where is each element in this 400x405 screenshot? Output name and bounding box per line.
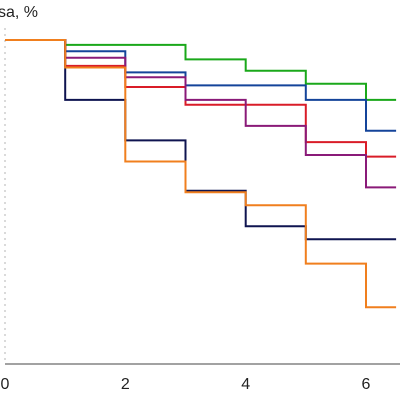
series-line-5	[5, 39, 397, 241]
x-tick-label: 2	[121, 376, 130, 393]
series-line-6	[5, 39, 397, 309]
series-line-4	[5, 39, 397, 189]
x-tick-label: 6	[362, 376, 371, 393]
series-line-2	[5, 39, 397, 132]
series-line-1	[5, 39, 397, 101]
x-tick-labels: 0 2 4 6	[1, 376, 371, 393]
series-line-3	[5, 39, 397, 158]
y-axis-label: sa, %	[0, 4, 38, 21]
axes	[4, 28, 400, 365]
x-tick-label: 4	[241, 376, 250, 393]
x-tick-label: 0	[1, 376, 10, 393]
series-lines	[5, 39, 397, 309]
